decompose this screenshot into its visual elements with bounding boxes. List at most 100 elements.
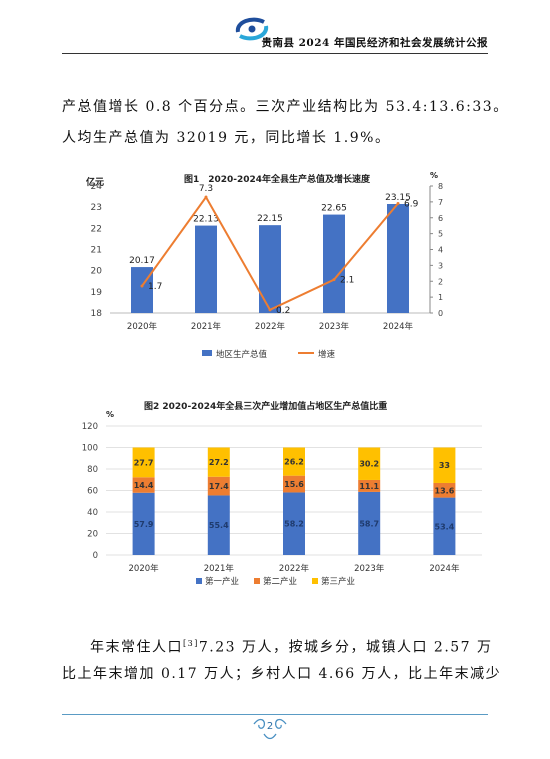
header-title: 贵南县 2024 年国民经济和社会发展统计公报 (261, 37, 488, 49)
chart1-title: 图1 2020-2024年全县生产总值及增长速度 (184, 173, 371, 185)
chart1-bar (323, 214, 345, 313)
chart1-line-label: 6.9 (404, 199, 419, 209)
chart2-segment-label: 27.2 (209, 458, 229, 467)
chart2-category-label: 2023年 (354, 563, 385, 574)
chart1-line-label: 7.3 (199, 184, 213, 194)
chart1-ytick: 22 (91, 224, 102, 234)
chart1-y2tick: 8 (438, 182, 443, 191)
chart1-bar-label: 20.17 (129, 256, 155, 266)
chart2-segment-label: 15.6 (284, 480, 304, 489)
chart2-segment-label: 13.6 (435, 486, 455, 495)
chart2-legend-swatch (196, 578, 202, 584)
chart1-ytick: 20 (91, 267, 103, 277)
chart1-legend-line-label: 增速 (318, 349, 336, 360)
chart1-y2tick: 3 (438, 261, 443, 270)
chart1-ytick: 18 (91, 309, 103, 319)
chart2-legend-swatch (312, 578, 318, 584)
chart1-line-label: 2.1 (340, 276, 354, 286)
chart1-category-label: 2024年 (383, 321, 414, 332)
chart2-bar-segment (433, 497, 456, 555)
chart2-ytick: 100 (82, 444, 98, 454)
chart1-ytick: 24 (91, 182, 103, 192)
population-value: 7.23 万人，按城乡分，城镇人口 2.57 万 (198, 639, 493, 656)
chart1-y2label: % (430, 171, 438, 180)
population-line-1: 年末常住人口[3]7.23 万人，按城乡分，城镇人口 2.57 万 (90, 628, 520, 664)
population-line-2: 比上年末增加 0.17 万人；乡村人口 4.66 万人，比上年末减少 (62, 666, 502, 682)
chart1-category-label: 2022年 (255, 321, 286, 332)
chart1-bar-label: 22.13 (193, 215, 219, 225)
chart2-ytick: 60 (87, 487, 98, 497)
chart1-line-point (204, 195, 208, 199)
chart1-y2tick: 2 (438, 277, 443, 286)
chart2-segment-label: 14.4 (134, 481, 154, 490)
intro-line-1: 产总值增长 0.8 个百分点。三次产业结构比为 53.4:13.6:33。 (62, 99, 509, 115)
chart1-line-point (268, 308, 272, 312)
chart2-legend-label: 第三产业 (321, 576, 355, 587)
chart2-ytick: 0 (93, 551, 98, 561)
chart2-segment-label: 55.4 (209, 521, 229, 530)
chart1-y2tick: 1 (438, 293, 443, 302)
chart2-bar-segment (132, 447, 155, 478)
chart2-category-label: 2020年 (129, 563, 160, 574)
chart2-bar-segment (358, 479, 381, 492)
chart1-line-point (140, 284, 144, 288)
chart1-bar (259, 225, 281, 313)
chart2-bar-segment (207, 447, 230, 477)
chart2-segment-label: 58.2 (284, 520, 304, 529)
chart2-segment-label: 17.4 (209, 482, 229, 491)
chart1-line-label: 0.2 (276, 306, 290, 316)
chart2-legend-swatch (254, 578, 260, 584)
page-number: 2 (267, 721, 273, 732)
chart1-bar (387, 203, 409, 313)
chart1-category-label: 2020年 (127, 321, 158, 332)
chart2-bar-segment (433, 447, 456, 483)
chart2-bar-segment (283, 475, 305, 493)
chart2-bar-segment (433, 482, 456, 498)
bureau-logo-icon (235, 17, 269, 41)
chart1-line-point (332, 278, 336, 282)
chart1-bar-label: 23.15 (385, 193, 411, 203)
intro-line-2: 人均生产总值为 32019 元，同比增长 1.9%。 (62, 130, 391, 146)
chart1-category-label: 2023年 (319, 321, 350, 332)
chart1-line-point (396, 201, 400, 205)
footer-divider (62, 714, 488, 715)
chart1-y2tick: 7 (438, 198, 443, 207)
chart1-ytick: 23 (91, 203, 102, 213)
chart2-bar-segment (283, 492, 305, 555)
chart2-category-label: 2021年 (204, 563, 235, 574)
chart1-category-label: 2021年 (191, 321, 222, 332)
chart2-segment-label: 30.2 (359, 460, 379, 469)
chart1-legend-bar-label: 地区生产总值 (216, 349, 268, 360)
chart1-y2tick: 4 (438, 246, 443, 255)
chart2-segment-label: 26.2 (284, 458, 304, 467)
chart2-bar-segment (132, 477, 155, 493)
header-divider (62, 53, 488, 54)
chart2-bar-segment (283, 447, 305, 476)
chart2-segment-label: 58.7 (359, 519, 379, 528)
footnote-ref: [3] (183, 639, 199, 648)
chart2-segment-label: 27.7 (134, 458, 154, 467)
chart2-bar-segment (207, 495, 230, 555)
chart2-ytick: 120 (82, 422, 98, 432)
chart2-segment-label: 53.4 (435, 522, 455, 531)
chart2-ytick: 80 (87, 465, 98, 475)
chart1-ytick: 19 (91, 288, 103, 298)
chart1-y2tick: 6 (438, 214, 443, 223)
chart1-bar-label: 22.65 (321, 204, 347, 214)
chart2-segment-label: 33 (439, 461, 450, 470)
chart1-ylabel: 亿元 (86, 176, 104, 188)
chart2-ylabel: % (106, 410, 114, 419)
gdp-growth-chart: 图1 2020-2024年全县生产总值及增长速度亿元%1819202122232… (86, 171, 443, 360)
chart2-category-label: 2022年 (279, 563, 310, 574)
chart1-bar (195, 225, 217, 313)
chart2-segment-label: 11.1 (359, 482, 379, 491)
chart2-bar-segment (358, 491, 381, 555)
chart1-y2tick: 5 (438, 230, 443, 239)
population-label: 年末常住人口 (90, 639, 183, 656)
chart2-legend-label: 第二产业 (263, 576, 297, 587)
chart2-bar-segment (207, 476, 230, 496)
chart2-ytick: 40 (87, 508, 98, 518)
chart1-bar-label: 22.15 (257, 214, 283, 224)
page-number-ornament: 2 (253, 718, 287, 740)
chart1-legend-bar-swatch (202, 350, 212, 356)
